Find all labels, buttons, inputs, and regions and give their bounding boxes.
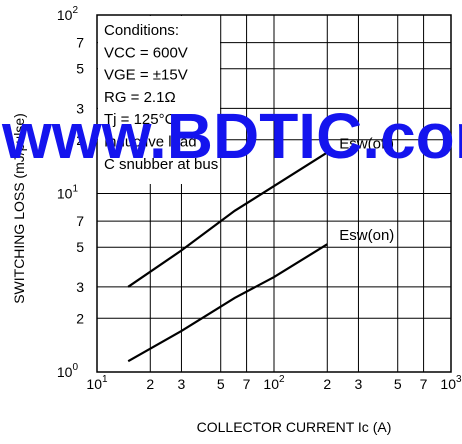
y-tick-label-0: 100: [57, 362, 79, 380]
x-tick-label-4: 7: [243, 376, 251, 392]
series-label-esw-off: Esw(off): [339, 135, 394, 152]
x-tick-label-10: 103: [440, 374, 462, 392]
x-tick-label-0: 101: [86, 374, 108, 392]
y-tick-label-9: 7: [76, 35, 84, 51]
condition-line-2: VGE = ±15V: [104, 67, 188, 84]
condition-line-5: Inductive load: [104, 134, 197, 151]
conditions-box: Conditions: VCC = 600V VGE = ±15V RG = 2.1Ω…: [98, 16, 220, 184]
x-tick-label-8: 5: [394, 376, 402, 392]
x-tick-label-2: 3: [178, 376, 186, 392]
series-line-esw-on: [127, 243, 328, 363]
plot-frame: [96, 14, 452, 373]
conditions-background: [98, 16, 220, 184]
watermark: www.BDTIC.com: [1, 100, 462, 172]
y-tick-label-6: 2: [76, 132, 84, 148]
condition-line-0: Conditions:: [104, 22, 179, 39]
y-axis-ticks: 100 2 3 5 7 101 2 3 5 7 102: [57, 5, 84, 380]
condition-line-4: Tj = 125°C: [104, 111, 176, 128]
x-axis-ticks: 101 2 3 5 7 102 2 3 5 7 103: [86, 374, 462, 392]
y-tick-label-3: 5: [76, 239, 84, 255]
x-tick-label-5: 102: [263, 374, 285, 392]
y-axis-title: SWITCHING LOSS (mJ/pulse): [11, 113, 27, 304]
series-line-esw-off: [127, 151, 328, 288]
x-tick-label-7: 3: [355, 376, 363, 392]
series-label-esw-on: Esw(on): [339, 227, 394, 244]
y-tick-label-7: 3: [76, 100, 84, 116]
condition-line-6: C snubber at bus: [104, 156, 218, 173]
x-tick-label-6: 2: [323, 376, 331, 392]
y-tick-label-10: 102: [57, 5, 79, 23]
y-tick-label-8: 5: [76, 61, 84, 77]
condition-line-3: RG = 2.1Ω: [104, 89, 176, 106]
series-lines: Esw(off) Esw(on): [127, 135, 394, 363]
y-tick-label-4: 7: [76, 213, 84, 229]
x-tick-label-1: 2: [146, 376, 154, 392]
y-tick-label-2: 3: [76, 279, 84, 295]
x-tick-label-3: 5: [217, 376, 225, 392]
y-tick-label-1: 2: [76, 310, 84, 326]
x-axis-title: COLLECTOR CURRENT Ic (A): [197, 419, 392, 435]
condition-line-1: VCC = 600V: [104, 44, 188, 61]
x-tick-label-9: 7: [420, 376, 428, 392]
y-tick-label-5: 101: [57, 184, 79, 202]
